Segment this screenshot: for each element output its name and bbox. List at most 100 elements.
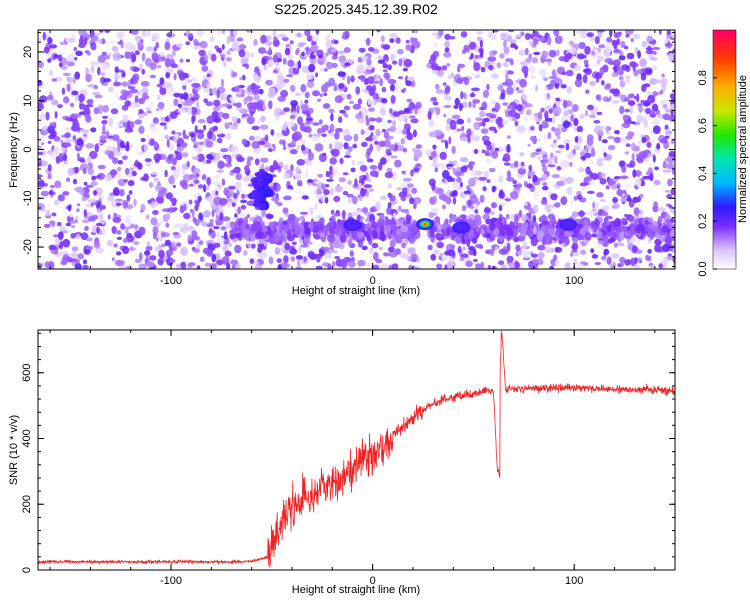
heatmap-speckle [174,133,179,137]
heatmap-speckle [176,242,182,247]
heatmap-speckle [260,163,265,170]
heatmap-blob [626,52,635,60]
heatmap-band-cell [543,231,548,237]
heatmap-blob [192,217,197,224]
heatmap-speckle [193,168,201,174]
heatmap-blob [290,100,299,107]
heatmap-speckle [487,56,497,62]
heatmap-speckle [93,240,101,249]
heatmap-speckle [528,53,532,60]
heatmap-speckle [334,185,343,193]
heatmap-speckle [601,255,607,261]
heatmap-blob [172,232,180,236]
heatmap-blob [306,121,310,125]
heatmap-speckle [393,53,397,62]
heatmap-blob [270,129,275,136]
heatmap-blob [198,240,204,246]
heatmap-speckle [401,170,407,175]
heatmap-speckle [459,157,469,163]
heatmap-speckle [560,196,568,206]
heatmap-speckle [82,33,91,41]
heatmap-speckle [382,252,390,257]
heatmap-band-cell [463,233,469,242]
heatmap-speckle [592,62,599,67]
heatmap-blob [606,256,612,265]
heatmap-band-cell [542,235,547,245]
heatmap-speckle [145,162,152,167]
heatmap-blob [223,231,228,240]
heatmap-speckle [441,264,446,269]
heatmap-speckle [403,59,413,68]
heatmap-speckle [111,257,115,262]
heatmap-speckle [566,186,573,196]
heatmap-band-cell [234,221,238,228]
heatmap-band-cell [313,225,319,233]
heatmap-band-cell [394,235,403,244]
heatmap-speckle [38,262,43,269]
heatmap-blob [49,261,55,269]
heatmap-blob [43,46,50,54]
heatmap-speckle [236,156,245,163]
heatmap-speckle [453,159,458,166]
heatmap-speckle [590,160,595,165]
heatmap-speckle [148,182,154,189]
heatmap-band-cell [595,230,603,240]
heatmap-blob [623,213,629,218]
heatmap-speckle [133,224,139,230]
heatmap-speckle [350,256,355,262]
heatmap-speckle [467,134,471,144]
heatmap-blob [149,255,157,261]
heatmap-band-cell [391,217,396,226]
heatmap-speckle [433,42,438,49]
heatmap-speckle [187,263,193,269]
heatmap-speckle [479,110,486,118]
heatmap-blob [365,136,373,142]
heatmap-speckle [397,205,402,212]
heatmap-blob [277,264,283,269]
heatmap-blob [603,152,607,158]
heatmap-blob [173,73,177,81]
heatmap-blob [289,248,298,255]
heatmap-band-cell [272,226,277,235]
heatmap-speckle [44,261,50,268]
heatmap-speckle [221,30,225,35]
heatmap-blob [193,93,200,101]
heatmap-speckle [460,31,468,38]
heatmap-speckle [40,190,50,197]
heatmap-speckle [224,162,232,168]
heatmap-speckle [406,98,413,103]
heatmap-blob [334,255,340,260]
heatmap-blob [121,155,128,161]
heatmap-speckle [216,30,222,36]
heatmap-speckle [272,39,280,47]
heatmap-blob [360,129,365,135]
heatmap-blob [554,82,560,89]
heatmap-speckle [171,49,176,57]
heatmap-speckle [107,214,111,220]
heatmap-blob [85,184,94,188]
heatmap-speckle [535,84,539,92]
heatmap-blob [226,262,231,269]
heatmap-band-cell [330,234,336,244]
heatmap-ytick-label: 0 [22,146,34,152]
heatmap-speckle [427,111,432,120]
heatmap-blob [473,248,477,257]
heatmap-speckle [547,131,552,140]
heatmap-speckle [651,46,661,51]
heatmap-speckle [277,75,286,84]
heatmap-speckle [86,84,96,88]
heatmap-speckle [506,170,511,179]
heatmap-speckle [392,120,397,127]
heatmap-blob [630,257,636,267]
heatmap-blob [339,109,346,114]
heatmap-blob [624,108,630,113]
heatmap-blob [624,45,629,50]
heatmap-speckle [625,183,630,190]
heatmap-speckle [488,64,494,71]
heatmap-speckle [596,192,604,198]
heatmap-blob [609,88,616,94]
heatmap-band-cell [576,223,584,229]
heatmap-speckle [475,263,482,269]
heatmap-speckle [499,53,505,59]
